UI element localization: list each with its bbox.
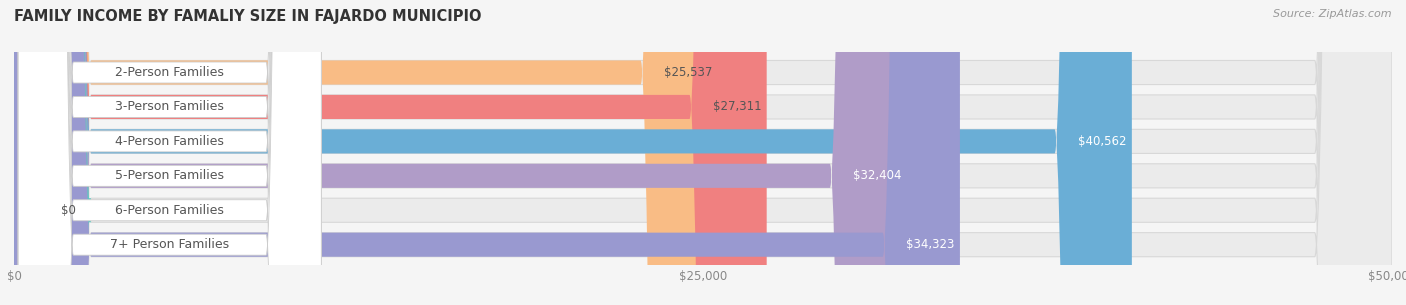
Text: $34,323: $34,323: [905, 238, 955, 251]
Text: 5-Person Families: 5-Person Families: [115, 169, 225, 182]
FancyBboxPatch shape: [14, 0, 907, 305]
Text: $27,311: $27,311: [713, 100, 761, 113]
FancyBboxPatch shape: [14, 0, 1392, 305]
Text: FAMILY INCOME BY FAMALIY SIZE IN FAJARDO MUNICIPIO: FAMILY INCOME BY FAMALIY SIZE IN FAJARDO…: [14, 9, 482, 24]
FancyBboxPatch shape: [14, 0, 766, 305]
FancyBboxPatch shape: [18, 0, 322, 305]
Text: $25,537: $25,537: [664, 66, 713, 79]
Text: 7+ Person Families: 7+ Person Families: [110, 238, 229, 251]
FancyBboxPatch shape: [14, 0, 718, 305]
FancyBboxPatch shape: [14, 0, 960, 305]
FancyBboxPatch shape: [18, 0, 322, 305]
Text: $40,562: $40,562: [1078, 135, 1126, 148]
FancyBboxPatch shape: [18, 0, 322, 305]
FancyBboxPatch shape: [18, 0, 322, 305]
Text: $32,404: $32,404: [853, 169, 901, 182]
Text: $0: $0: [60, 204, 76, 217]
FancyBboxPatch shape: [14, 0, 1392, 305]
FancyBboxPatch shape: [14, 0, 1392, 305]
FancyBboxPatch shape: [14, 0, 1392, 305]
Text: Source: ZipAtlas.com: Source: ZipAtlas.com: [1274, 9, 1392, 19]
FancyBboxPatch shape: [18, 0, 322, 305]
FancyBboxPatch shape: [0, 0, 91, 305]
FancyBboxPatch shape: [14, 0, 1132, 305]
FancyBboxPatch shape: [14, 0, 1392, 305]
FancyBboxPatch shape: [14, 0, 1392, 305]
Text: 2-Person Families: 2-Person Families: [115, 66, 224, 79]
Text: 3-Person Families: 3-Person Families: [115, 100, 224, 113]
FancyBboxPatch shape: [18, 0, 322, 305]
Text: 6-Person Families: 6-Person Families: [115, 204, 224, 217]
Text: 4-Person Families: 4-Person Families: [115, 135, 224, 148]
